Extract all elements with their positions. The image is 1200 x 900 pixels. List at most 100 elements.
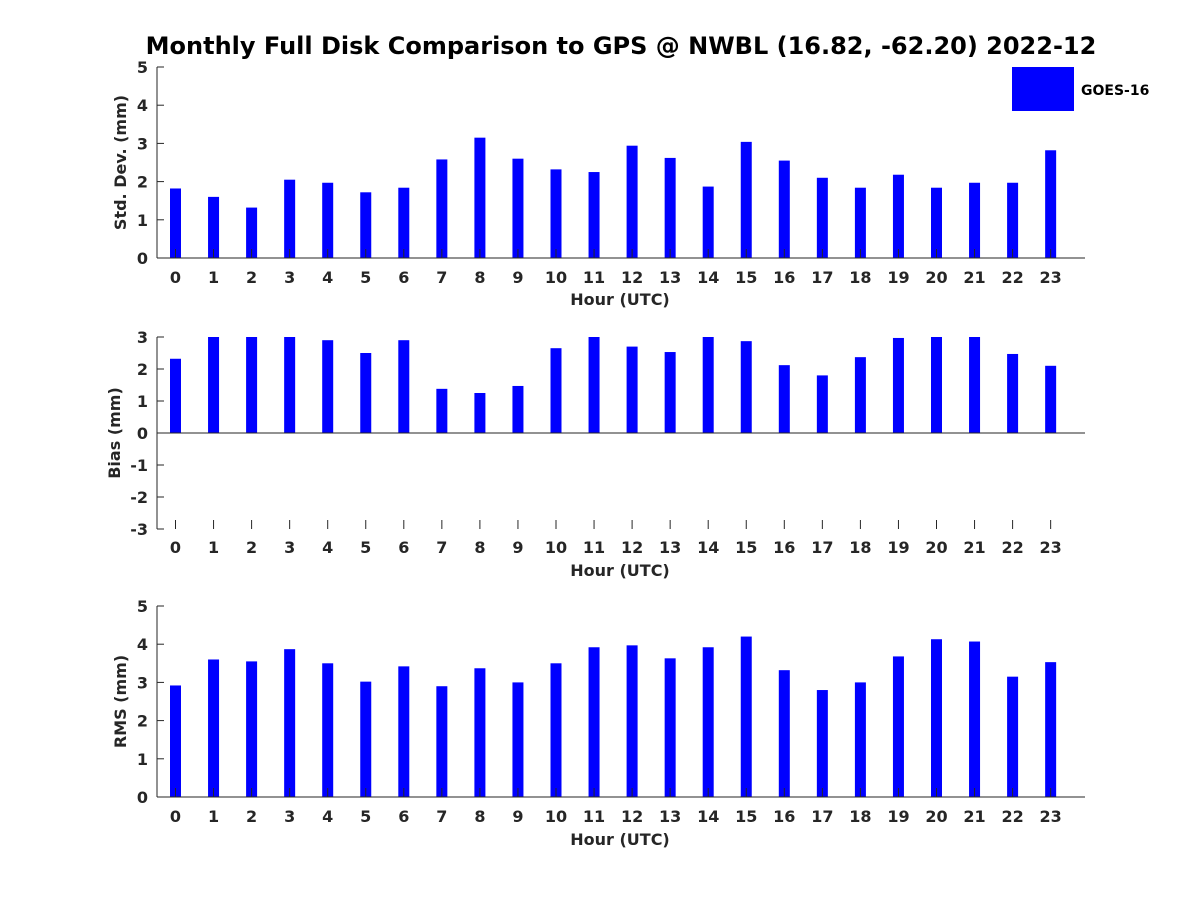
- rms-y-axis-label: RMS (mm): [111, 655, 130, 748]
- bias-y-tick-label: 0: [137, 424, 148, 443]
- bias-bar-8: [474, 393, 486, 433]
- std-dev-x-tick-label: 7: [436, 268, 447, 287]
- std-dev-x-tick-label: 17: [811, 268, 833, 287]
- std-dev-x-tick-label: 22: [1001, 268, 1023, 287]
- bias-x-tick-label: 19: [887, 538, 909, 557]
- std-dev-bar-8: [474, 137, 486, 258]
- bias-y-tick-label: -3: [130, 520, 148, 539]
- rms-bar-0: [170, 685, 181, 797]
- std-dev-bar-5: [360, 192, 372, 258]
- rms-bar-2: [246, 661, 258, 797]
- std-dev-y-tick-label: 3: [137, 134, 148, 153]
- std-dev-x-tick-label: 13: [659, 268, 681, 287]
- rms-bar-5: [360, 681, 372, 797]
- rms-x-tick-label: 14: [697, 807, 719, 826]
- bias-x-tick-label: 12: [621, 538, 643, 557]
- rms-x-tick-label: 3: [284, 807, 295, 826]
- bias-bar-6: [398, 340, 410, 433]
- rms-bar-9: [512, 682, 524, 797]
- std-dev-bar-23: [1045, 150, 1057, 258]
- rms-bar-11: [588, 647, 600, 797]
- bias-x-tick-label: 9: [512, 538, 523, 557]
- bias-bar-1: [208, 337, 220, 433]
- bias-x-tick-label: 14: [697, 538, 719, 557]
- std-dev-x-tick-label: 10: [545, 268, 567, 287]
- std-dev-x-tick-label: 23: [1040, 268, 1062, 287]
- std-dev-y-tick-label: 1: [137, 211, 148, 230]
- std-dev-bar-11: [588, 172, 600, 258]
- bias-bar-12: [626, 346, 638, 433]
- std-dev-bar-1: [208, 196, 220, 258]
- rms-bar-18: [854, 682, 866, 797]
- rms-bar-14: [702, 647, 714, 797]
- rms-y-tick-label: 1: [137, 750, 148, 769]
- std-dev-x-tick-label: 11: [583, 268, 605, 287]
- std-dev-bar-6: [398, 187, 410, 258]
- std-dev-x-tick-label: 12: [621, 268, 643, 287]
- rms-x-tick-label: 6: [398, 807, 409, 826]
- rms-bar-13: [664, 658, 676, 797]
- std-dev-x-tick-label: 8: [474, 268, 485, 287]
- legend: GOES-16: [1012, 67, 1149, 111]
- rms-bar-8: [474, 668, 486, 797]
- rms-x-tick-label: 1: [208, 807, 219, 826]
- rms-x-tick-label: 9: [512, 807, 523, 826]
- std-dev-bar-3: [284, 179, 296, 258]
- bias-x-axis-label: Hour (UTC): [570, 561, 670, 580]
- std-dev-y-axis-label: Std. Dev. (mm): [111, 95, 130, 230]
- std-dev-bar-22: [1007, 182, 1019, 258]
- rms-bar-3: [284, 649, 296, 797]
- bias-y-tick-label: 2: [137, 360, 148, 379]
- std-dev-x-axis-label: Hour (UTC): [570, 290, 670, 309]
- rms-bar-20: [931, 639, 942, 797]
- bias-bar-20: [931, 337, 942, 433]
- rms-x-tick-label: 12: [621, 807, 643, 826]
- bias-y-tick-label: -2: [130, 488, 148, 507]
- std-dev-y-tick-label: 0: [137, 249, 148, 268]
- bias-bar-14: [702, 337, 714, 433]
- std-dev-bar-12: [626, 145, 638, 258]
- rms-bar-12: [626, 645, 638, 797]
- rms-x-tick-label: 7: [436, 807, 447, 826]
- bias-x-tick-label: 20: [925, 538, 947, 557]
- rms-x-tick-label: 15: [735, 807, 757, 826]
- rms-y-tick-label: 5: [137, 597, 148, 616]
- bias-bar-0: [170, 358, 181, 433]
- chart-title: Monthly Full Disk Comparison to GPS @ NW…: [146, 32, 1097, 60]
- std-dev-x-tick-label: 4: [322, 268, 333, 287]
- bias-bar-23: [1045, 365, 1057, 433]
- std-dev-x-tick-label: 19: [887, 268, 909, 287]
- rms-bar-7: [436, 686, 448, 797]
- rms-bar-22: [1007, 676, 1019, 797]
- rms-bar-23: [1045, 662, 1057, 797]
- std-dev-bar-15: [740, 141, 752, 258]
- std-dev-x-tick-label: 20: [925, 268, 947, 287]
- std-dev-bar-17: [816, 177, 828, 258]
- rms-x-axis-label: Hour (UTC): [570, 830, 670, 849]
- rms-x-tick-label: 17: [811, 807, 833, 826]
- bias-x-tick-label: 6: [398, 538, 409, 557]
- rms-x-tick-label: 20: [925, 807, 947, 826]
- bias-bar-17: [816, 375, 828, 433]
- rms-x-tick-label: 11: [583, 807, 605, 826]
- bias-bar-4: [322, 340, 334, 433]
- std-dev-bar-20: [931, 187, 942, 258]
- bias-bar-19: [892, 337, 904, 433]
- legend-label: GOES-16: [1081, 83, 1149, 99]
- rms-bar-16: [778, 670, 790, 797]
- rms-x-tick-label: 0: [170, 807, 181, 826]
- std-dev-bar-16: [778, 160, 790, 258]
- rms-y-tick-label: 0: [137, 788, 148, 807]
- rms-bar-17: [816, 690, 828, 797]
- std-dev-x-tick-label: 0: [170, 268, 181, 287]
- std-dev-x-tick-label: 9: [512, 268, 523, 287]
- std-dev-bar-18: [854, 187, 866, 258]
- bias-bar-22: [1007, 353, 1019, 433]
- rms-x-tick-label: 5: [360, 807, 371, 826]
- std-dev-x-tick-label: 21: [963, 268, 985, 287]
- std-dev-bar-13: [664, 157, 676, 258]
- std-dev-bar-19: [892, 174, 904, 258]
